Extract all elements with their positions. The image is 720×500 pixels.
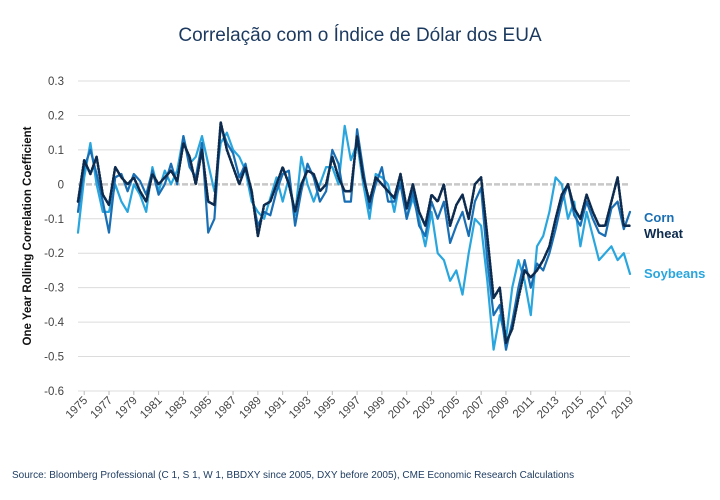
- x-tick-label: 1997: [337, 395, 364, 422]
- series-line-soybeans: [76, 124, 632, 351]
- x-tick-label: 2017: [585, 395, 612, 422]
- y-tick-label: 0.3: [48, 76, 64, 88]
- x-tick-label: 1981: [138, 395, 165, 422]
- x-tick-label: 1999: [361, 395, 388, 422]
- y-tick-label: -0.3: [44, 283, 64, 295]
- series-line-wheat: [76, 121, 632, 345]
- x-tick-label: 1991: [262, 395, 289, 422]
- x-tick-label: 2019: [610, 395, 637, 422]
- x-tick-label: 2007: [461, 395, 488, 422]
- legend-soybeans: Soybeans: [644, 266, 705, 281]
- x-tick-label: 2001: [386, 395, 413, 422]
- legend-wheat: Wheat: [644, 226, 684, 241]
- y-tick-label: -0.6: [44, 386, 64, 398]
- y-axis-label: One Year Rolling Correlation Coefficient: [22, 126, 34, 345]
- x-tick-label: 1995: [312, 395, 339, 422]
- y-tick-label: 0.2: [48, 110, 64, 122]
- x-tick-label: 2011: [511, 395, 537, 421]
- y-tick-label: 0: [58, 179, 64, 191]
- x-tick-label: 1979: [113, 395, 140, 422]
- y-tick-label: -0.1: [44, 214, 64, 226]
- x-tick-label: 1993: [287, 395, 314, 422]
- x-tick-label: 1983: [163, 395, 190, 422]
- x-tick-label: 2003: [411, 395, 438, 422]
- x-tick-label: 2015: [560, 395, 587, 422]
- chart-title: Correlação com o Índice de Dólar dos EUA: [178, 25, 542, 46]
- y-tick-label: 0.1: [48, 145, 64, 157]
- x-tick-label: 1987: [213, 395, 240, 422]
- y-tick-label: -0.2: [44, 248, 64, 260]
- x-tick-label: 1977: [89, 395, 116, 422]
- x-tick-label: 2009: [485, 395, 512, 422]
- x-tick-label: 2013: [535, 395, 562, 422]
- y-tick-label: -0.4: [44, 317, 64, 329]
- x-tick-label: 1985: [188, 395, 215, 422]
- y-tick-label: -0.5: [44, 352, 64, 364]
- x-tick-label: 1975: [64, 395, 91, 422]
- x-tick-label: 2005: [436, 395, 463, 422]
- x-tick-label: 1989: [237, 395, 264, 422]
- legend-corn: Corn: [644, 210, 674, 225]
- source-note: Source: Bloomberg Professional (C 1, S 1…: [12, 470, 575, 481]
